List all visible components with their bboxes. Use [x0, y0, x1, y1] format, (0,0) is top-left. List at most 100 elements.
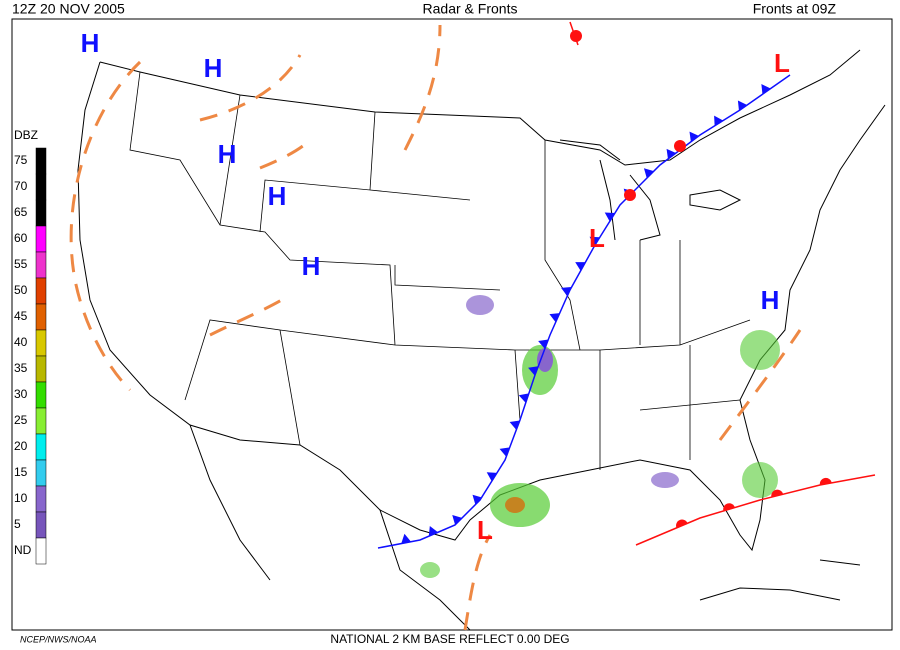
warm-front-bump [771, 489, 784, 498]
cold-front-barb [428, 526, 438, 537]
legend-label: 40 [14, 335, 28, 349]
barb [737, 100, 748, 111]
trough [209, 296, 286, 337]
legend-swatch [35, 459, 47, 487]
legend-label: 5 [14, 517, 21, 531]
bump [676, 519, 688, 528]
header-center: Radar & Fronts [423, 1, 518, 17]
legend-label: 70 [14, 179, 28, 193]
radar-echo [537, 348, 553, 372]
legend-swatch [35, 537, 47, 565]
pressure-center: L [589, 223, 605, 253]
legend-title: DBZ [14, 128, 38, 142]
radar-echo [466, 295, 494, 315]
barb [401, 533, 412, 544]
pressure-center: H [302, 251, 321, 281]
barb [589, 236, 600, 246]
legend-label: 55 [14, 257, 28, 271]
barb [761, 84, 771, 95]
radar-echo [651, 472, 679, 488]
legend-label: 60 [14, 231, 28, 245]
bump [771, 489, 784, 498]
warm-front-bump [676, 519, 688, 528]
cold-front-barb [643, 168, 654, 179]
great-lakes [559, 139, 742, 241]
legend-swatch [35, 355, 47, 383]
legend-label: 20 [14, 439, 28, 453]
legend-label: 15 [14, 465, 28, 479]
cold-front-barb [499, 447, 510, 457]
cold-front-barb [561, 286, 572, 297]
cold-front-barb [401, 533, 412, 544]
cold-front-barb [575, 262, 586, 271]
troughs [69, 24, 802, 631]
cold-front-barb [528, 366, 539, 376]
footer-credit: NCEP/NWS/NOAA [20, 634, 97, 644]
legend-label: 45 [14, 309, 28, 323]
cold-front-barb [549, 313, 560, 323]
legend-swatch [35, 329, 47, 357]
legend-label: ND [14, 543, 32, 557]
barb [452, 515, 463, 525]
canada-border [99, 49, 861, 166]
legend-swatch [35, 225, 47, 253]
pressure-center: H [204, 53, 223, 83]
legend-swatch [35, 277, 47, 305]
barb [486, 472, 497, 482]
legend-label: 65 [14, 205, 28, 219]
header-right: Fronts at 09Z [753, 1, 837, 17]
cold-front-barb [604, 212, 616, 222]
trough [463, 534, 492, 631]
caribbean [699, 559, 861, 601]
cold-front-barb [689, 131, 699, 142]
legend-swatch [35, 511, 47, 539]
radar-echoes [420, 295, 780, 578]
barb [689, 131, 699, 142]
legend-swatch [35, 251, 47, 279]
cold-front-barb [509, 420, 520, 430]
barb [604, 212, 616, 222]
trough [69, 60, 142, 392]
dbz-legend: DBZ 75 70 65 60 55 50 45 40 35 30 25 20 15 10 5 ND [14, 128, 47, 565]
legend-swatch [35, 407, 47, 435]
cold-front-barb [472, 494, 483, 505]
radar-echo [505, 497, 525, 513]
mexico-coast [189, 424, 471, 631]
warm-front-bump [624, 189, 636, 201]
legend-swatch [35, 485, 47, 513]
legend-swatch [35, 173, 47, 201]
warm-front-bump [819, 477, 832, 486]
barb [714, 115, 724, 126]
cold-front-barb [486, 472, 497, 482]
fronts [377, 21, 876, 549]
trough [718, 329, 802, 441]
radar-echo [740, 330, 780, 370]
barb [428, 526, 438, 537]
pressure-center: H [218, 139, 237, 169]
legend-label: 25 [14, 413, 28, 427]
legend-label: 10 [14, 491, 28, 505]
cold-front [377, 74, 791, 549]
trough [259, 138, 312, 170]
cold-front-barb [589, 236, 600, 246]
cold-front-barb [518, 393, 529, 403]
bump [723, 503, 735, 511]
barb [666, 148, 676, 160]
map-frame [11, 18, 893, 631]
barb [575, 262, 586, 271]
barb [472, 494, 483, 505]
radar-echo [420, 562, 440, 578]
barb [518, 393, 529, 403]
pressure-center: L [477, 515, 493, 545]
legend-label: 30 [14, 387, 28, 401]
barb [528, 366, 539, 376]
warm-front-bump [723, 503, 735, 511]
pressure-center: L [774, 48, 790, 78]
trough [403, 24, 442, 151]
cold-front-barb [714, 115, 724, 126]
barb [643, 168, 654, 179]
us-coastline [77, 61, 886, 552]
cold-front-barb [538, 339, 549, 349]
